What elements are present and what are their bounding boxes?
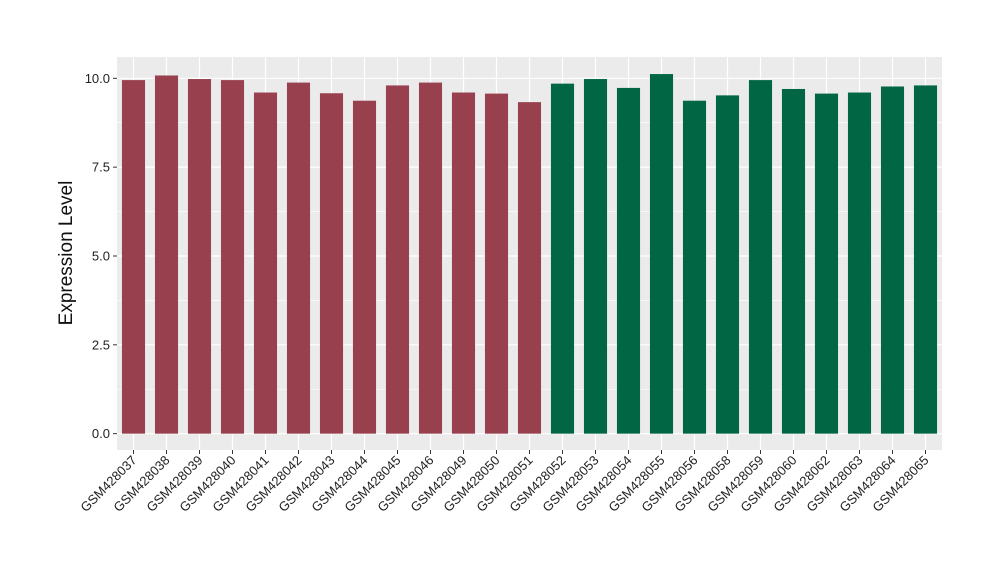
bar-gsm428043 <box>319 93 344 434</box>
bar-gsm428046 <box>418 82 443 434</box>
y-tick-label: 7.5 <box>92 160 110 175</box>
bar-gsm428053 <box>583 79 608 434</box>
bar-gsm428038 <box>154 75 179 434</box>
bar-gsm428040 <box>220 80 245 434</box>
bar-gsm428064 <box>880 86 905 434</box>
bar-gsm428050 <box>484 93 509 434</box>
bar-gsm428062 <box>814 93 839 434</box>
bar-gsm428054 <box>616 87 641 434</box>
bar-gsm428041 <box>253 92 278 434</box>
bar-gsm428051 <box>517 102 542 434</box>
bar-gsm428065 <box>913 85 938 434</box>
bar-gsm428052 <box>550 83 575 434</box>
bar-gsm428045 <box>385 85 410 434</box>
bar-gsm428056 <box>682 100 707 434</box>
bar-gsm428044 <box>352 100 377 434</box>
y-tick-label: 0.0 <box>92 426 110 441</box>
bar-gsm428055 <box>649 74 674 434</box>
y-tick-label: 5.0 <box>92 248 110 263</box>
y-axis: 0.0 2.5 5.0 7.5 10.0 <box>85 71 117 441</box>
bar-gsm428037 <box>121 80 146 434</box>
y-axis-title: Expression Level <box>56 181 77 326</box>
bars <box>121 74 938 434</box>
bar-gsm428049 <box>451 92 476 434</box>
bar-gsm428063 <box>847 92 872 434</box>
bar-gsm428060 <box>781 88 806 434</box>
x-axis: GSM428037GSM428038GSM428039GSM428040GSM4… <box>77 450 932 515</box>
y-tick-label: 2.5 <box>92 337 110 352</box>
bar-gsm428042 <box>286 82 311 434</box>
bar-gsm428059 <box>748 80 773 434</box>
bar-gsm428039 <box>187 79 212 434</box>
y-tick-label: 10.0 <box>85 71 110 86</box>
bar-gsm428058 <box>715 95 740 434</box>
